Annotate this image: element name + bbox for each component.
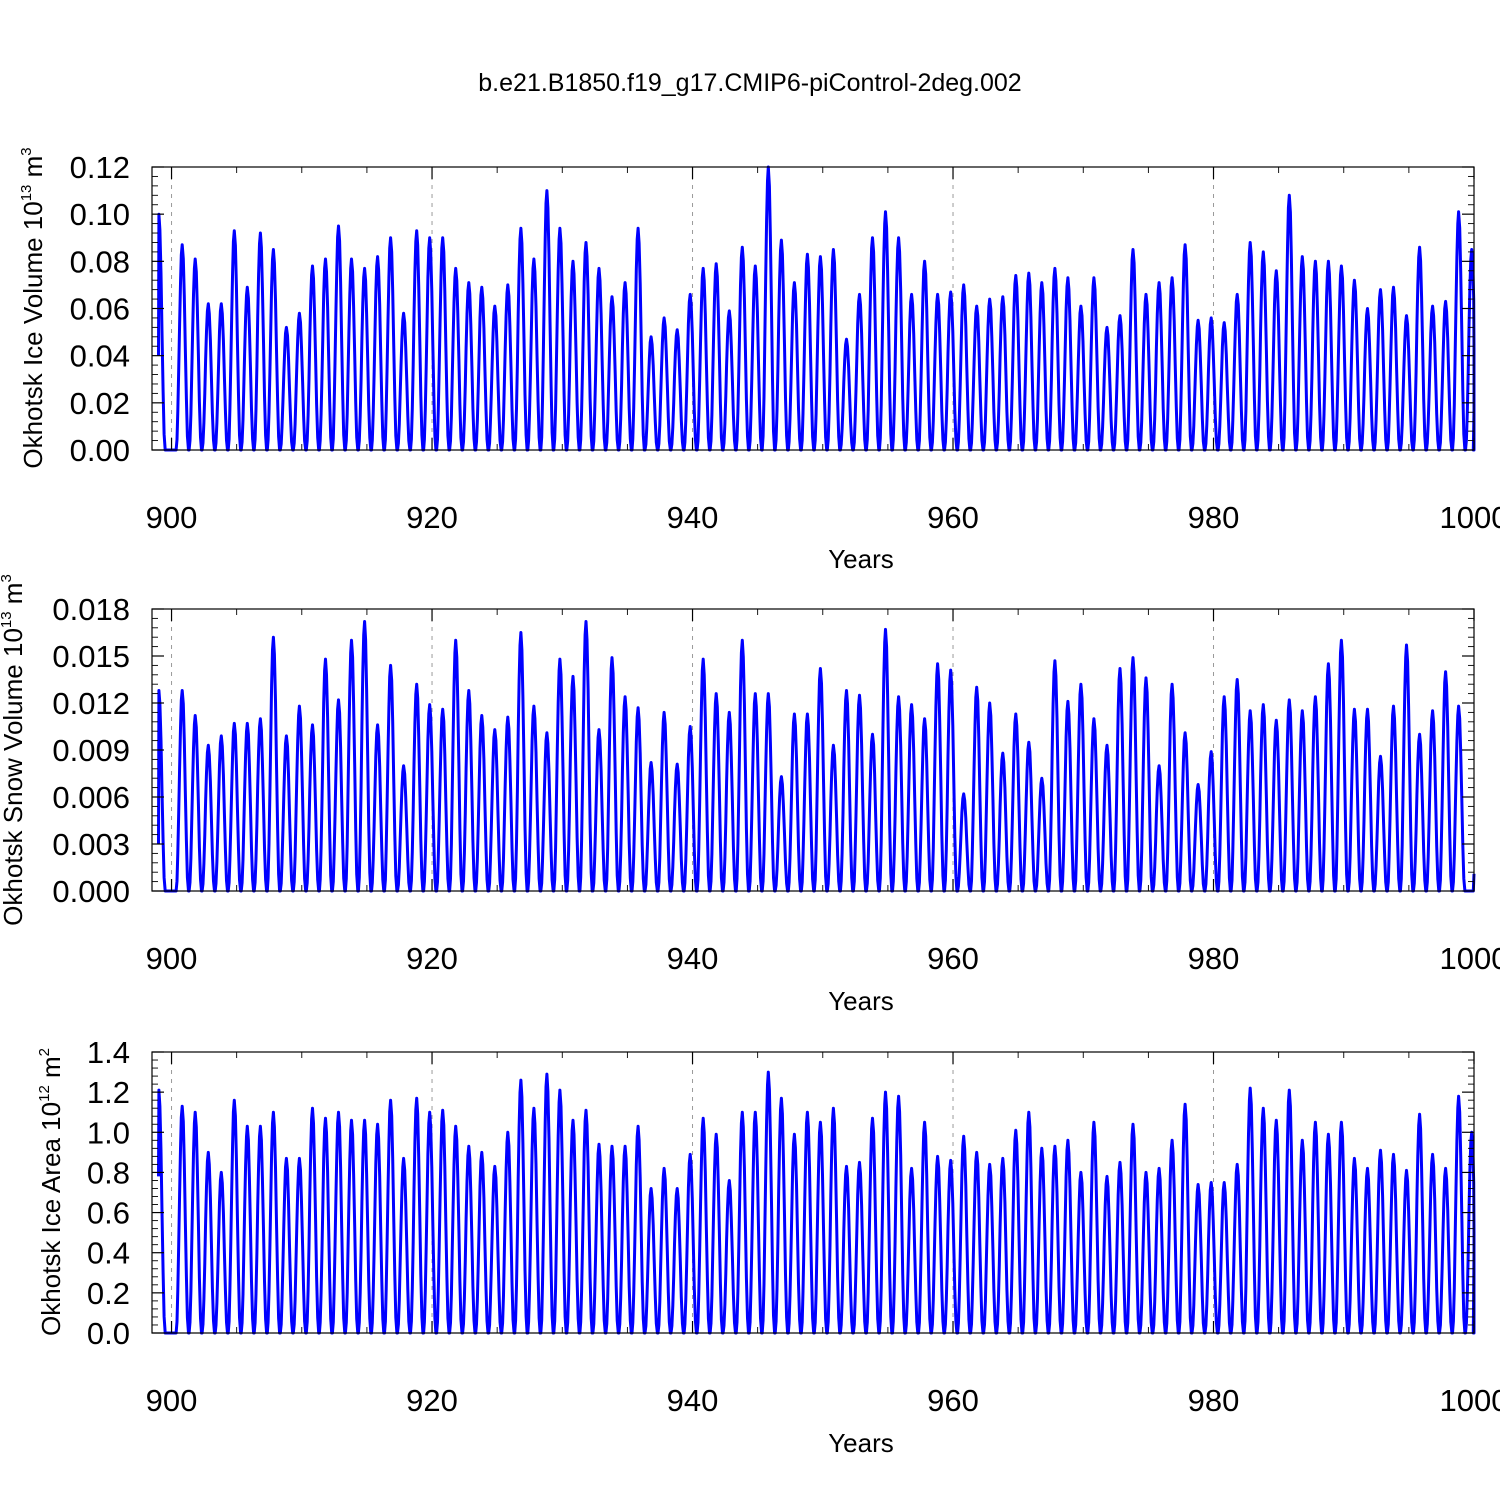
series-line xyxy=(157,1070,1476,1335)
y-tick-label: 0.015 xyxy=(52,639,130,674)
y-tick-label: 0.006 xyxy=(52,780,130,815)
y-tick-label: 0.6 xyxy=(87,1196,130,1231)
y-tick-label: 0.02 xyxy=(70,386,130,421)
x-tick-label: 900 xyxy=(146,1383,198,1418)
x-tick-label: 940 xyxy=(667,1383,719,1418)
y-tick-label: 0.8 xyxy=(87,1155,130,1190)
x-tick-label: 980 xyxy=(1188,941,1240,976)
figure-title: b.e21.B1850.f19_g17.CMIP6-piControl-2deg… xyxy=(478,69,1021,97)
y-axis-title-unit-exponent: 2 xyxy=(36,1048,53,1056)
y-axis-title-unit-exponent: 3 xyxy=(0,574,15,582)
panel-ice-area: 0.0 0.2 0.4 0.6 0.8 1.0 1.2 1.4 900 920 940 960 980 1… xyxy=(36,1035,1500,1458)
y-tick-label: 1.4 xyxy=(87,1035,130,1070)
y-tick-label: 0.10 xyxy=(70,197,130,232)
y-axis-title-unit: m xyxy=(0,583,28,612)
y-axis-title-exponent: 12 xyxy=(36,1085,53,1102)
y-axis-title-exponent: 13 xyxy=(0,611,15,628)
x-tick-label: 960 xyxy=(927,1383,979,1418)
y-tick-label: 0.012 xyxy=(52,686,130,721)
x-tick-label: 980 xyxy=(1188,1383,1240,1418)
x-tick-label: 940 xyxy=(667,941,719,976)
x-tick-label: 980 xyxy=(1188,500,1240,535)
x-tick-label: 900 xyxy=(146,941,198,976)
series-line xyxy=(157,165,1476,452)
y-axis-title-text: Okhotsk Ice Area 10 xyxy=(36,1102,66,1336)
y-axis-title-text: Okhotsk Ice Volume 10 xyxy=(18,201,48,468)
panel-ice-volume: 0.00 0.02 0.04 0.06 0.08 0.10 0.12 900 920 940 960… xyxy=(18,147,1500,574)
y-tick-label: 0.000 xyxy=(52,874,130,909)
y-tick-label: 0.003 xyxy=(52,827,130,862)
y-tick-label: 0.4 xyxy=(87,1236,130,1271)
x-tick-label: 920 xyxy=(406,500,458,535)
plot-frame xyxy=(151,1051,1475,1334)
y-tick-label: 1.2 xyxy=(87,1075,130,1110)
y-tick-label: 0.0 xyxy=(87,1316,130,1351)
x-tick-label: 960 xyxy=(927,500,979,535)
y-tick-label: 1.0 xyxy=(87,1115,130,1150)
y-tick-label: 0.04 xyxy=(70,339,130,374)
y-axis-title-unit-exponent: 3 xyxy=(18,147,35,155)
y-axis-title: Okhotsk Ice Volume 1013 m3 xyxy=(18,147,48,468)
y-tick-label: 0.2 xyxy=(87,1276,130,1311)
x-axis-title: Years xyxy=(828,986,894,1016)
y-axis-title: Okhotsk Snow Volume 1013 m3 xyxy=(0,574,28,926)
panel-snow-volume: 0.000 0.003 0.006 0.009 0.012 0.015 0.018 900 92… xyxy=(0,574,1500,1016)
x-tick-label: 960 xyxy=(927,941,979,976)
y-tick-label: 0.009 xyxy=(52,733,130,768)
y-tick-label: 0.018 xyxy=(52,592,130,627)
x-tick-label: 1000 xyxy=(1440,500,1500,535)
y-tick-label: 0.00 xyxy=(70,433,130,468)
y-axis-title-exponent: 13 xyxy=(18,185,35,202)
y-axis-title-unit: m xyxy=(18,156,48,185)
x-axis-title: Years xyxy=(828,544,894,574)
x-tick-label: 1000 xyxy=(1440,941,1500,976)
y-axis-title: Okhotsk Ice Area 1012 m2 xyxy=(36,1048,66,1336)
x-tick-label: 940 xyxy=(667,500,719,535)
x-tick-label: 920 xyxy=(406,941,458,976)
x-axis-title: Years xyxy=(828,1428,894,1458)
x-tick-label: 900 xyxy=(146,500,198,535)
x-tick-label: 920 xyxy=(406,1383,458,1418)
y-axis-title-text: Okhotsk Snow Volume 10 xyxy=(0,628,28,926)
x-tick-label: 1000 xyxy=(1440,1383,1500,1418)
y-tick-label: 0.12 xyxy=(70,150,130,185)
y-tick-label: 0.08 xyxy=(70,244,130,279)
y-tick-label: 0.06 xyxy=(70,292,130,327)
y-axis-title-unit: m xyxy=(36,1056,66,1085)
series-line xyxy=(157,620,1476,893)
